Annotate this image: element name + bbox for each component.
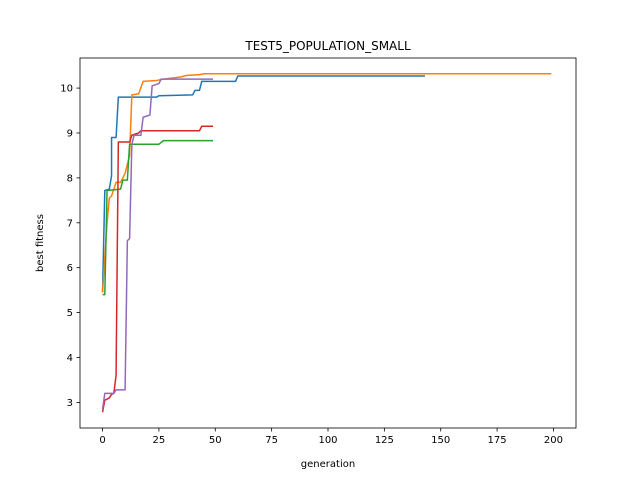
x-tick-label: 25 bbox=[153, 435, 166, 446]
y-axis-label: best fitness bbox=[35, 214, 46, 272]
y-tick-label: 7 bbox=[67, 218, 73, 229]
x-tick-label: 100 bbox=[318, 435, 337, 446]
x-tick-label: 125 bbox=[375, 435, 394, 446]
y-tick-label: 3 bbox=[67, 398, 73, 409]
x-tick-label: 0 bbox=[99, 435, 105, 446]
y-tick-label: 9 bbox=[67, 128, 73, 139]
chart-title: TEST5_POPULATION_SMALL bbox=[244, 39, 411, 53]
x-tick-label: 50 bbox=[209, 435, 222, 446]
x-tick-label: 150 bbox=[431, 435, 450, 446]
y-axis: 3 4 5 6 7 8 9 10 bbox=[60, 84, 80, 409]
x-tick-label: 175 bbox=[488, 435, 507, 446]
plot-frame bbox=[79, 57, 577, 429]
y-tick-label: 5 bbox=[67, 308, 73, 319]
plot-lines bbox=[101, 72, 552, 413]
y-tick-label: 8 bbox=[67, 173, 73, 184]
series-line-1 bbox=[101, 75, 425, 293]
series-line-2 bbox=[101, 72, 552, 293]
x-axis-label: generation bbox=[301, 459, 355, 470]
y-tick-label: 4 bbox=[67, 353, 73, 364]
series-line-5 bbox=[101, 78, 214, 410]
y-tick-label: 6 bbox=[67, 263, 73, 274]
x-tick-label: 200 bbox=[544, 435, 563, 446]
series-line-4 bbox=[101, 125, 214, 413]
y-tick-label: 10 bbox=[60, 84, 73, 95]
x-tick-label: 75 bbox=[265, 435, 278, 446]
series-line-3 bbox=[102, 139, 214, 296]
x-axis: 0 25 50 75 100 125 150 175 200 bbox=[99, 428, 563, 446]
